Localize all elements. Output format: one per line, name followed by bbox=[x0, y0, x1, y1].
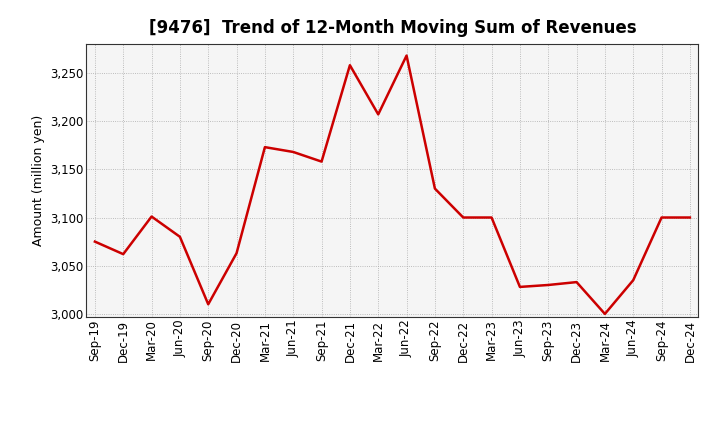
Title: [9476]  Trend of 12-Month Moving Sum of Revenues: [9476] Trend of 12-Month Moving Sum of R… bbox=[148, 19, 636, 37]
Y-axis label: Amount (million yen): Amount (million yen) bbox=[32, 115, 45, 246]
